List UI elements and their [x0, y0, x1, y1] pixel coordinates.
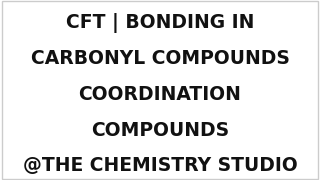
Text: CFT | BONDING IN: CFT | BONDING IN: [66, 13, 254, 33]
Text: @THE CHEMISTRY STUDIO: @THE CHEMISTRY STUDIO: [23, 156, 297, 175]
Text: COORDINATION: COORDINATION: [79, 85, 241, 104]
Text: COMPOUNDS: COMPOUNDS: [91, 121, 229, 140]
Text: CARBONYL COMPOUNDS: CARBONYL COMPOUNDS: [31, 50, 289, 68]
